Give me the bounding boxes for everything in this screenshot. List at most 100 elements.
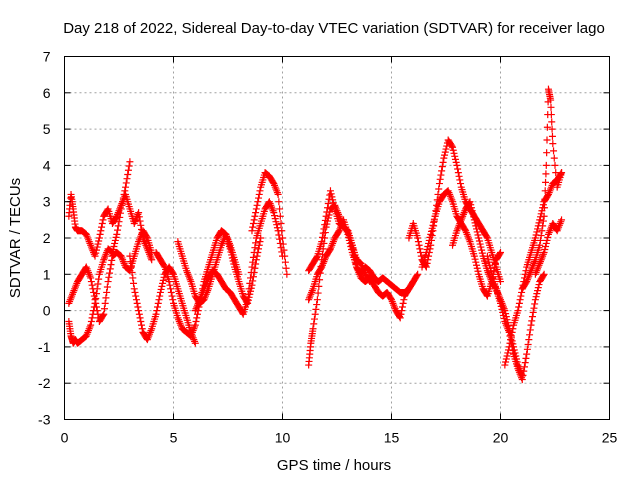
data-point bbox=[98, 219, 106, 227]
data-point bbox=[193, 314, 201, 322]
data-point bbox=[250, 216, 258, 224]
data-point bbox=[256, 238, 264, 246]
data-point bbox=[539, 217, 547, 225]
data-point bbox=[135, 307, 143, 315]
data-point bbox=[313, 253, 321, 261]
data-point bbox=[441, 151, 449, 159]
data-point bbox=[453, 161, 461, 169]
data-point bbox=[534, 225, 542, 233]
data-point bbox=[253, 201, 261, 209]
data-point bbox=[129, 274, 137, 282]
data-point bbox=[536, 216, 544, 224]
series-trace-d bbox=[126, 252, 199, 347]
data-point bbox=[95, 275, 103, 283]
data-point bbox=[483, 233, 491, 241]
data-point bbox=[429, 221, 437, 229]
data-point bbox=[126, 158, 134, 166]
data-point bbox=[547, 111, 555, 119]
data-point bbox=[531, 300, 539, 308]
data-point bbox=[270, 209, 278, 217]
y-tick-label: 1 bbox=[43, 266, 51, 282]
data-point bbox=[435, 180, 443, 188]
data-point bbox=[518, 288, 526, 296]
data-point bbox=[271, 212, 279, 220]
data-point bbox=[105, 273, 113, 281]
data-point bbox=[541, 245, 549, 253]
y-tick-label: -3 bbox=[38, 412, 51, 428]
data-point bbox=[156, 292, 164, 300]
data-point bbox=[250, 249, 258, 257]
data-point bbox=[119, 194, 127, 202]
data-point bbox=[128, 268, 136, 276]
data-point bbox=[87, 317, 95, 325]
data-point bbox=[456, 176, 464, 184]
data-point bbox=[348, 245, 356, 253]
series-trace-c bbox=[65, 227, 156, 325]
data-point bbox=[448, 142, 456, 150]
chart-title: Day 218 of 2022, Sidereal Day-to-day VTE… bbox=[63, 20, 605, 37]
data-point bbox=[414, 234, 422, 242]
data-point bbox=[88, 314, 96, 322]
data-point bbox=[103, 206, 111, 214]
data-point bbox=[131, 288, 139, 296]
data-point bbox=[497, 299, 504, 307]
series-trace-o bbox=[483, 252, 548, 384]
data-point bbox=[143, 233, 151, 241]
data-point bbox=[509, 347, 517, 355]
data-point bbox=[169, 296, 177, 304]
data-point bbox=[344, 230, 352, 238]
data-point bbox=[106, 269, 114, 277]
data-point bbox=[476, 240, 484, 248]
data-point bbox=[543, 236, 551, 244]
data-point bbox=[475, 234, 483, 242]
data-point bbox=[478, 249, 486, 257]
data-point bbox=[246, 279, 254, 287]
data-point bbox=[503, 352, 511, 360]
data-point bbox=[313, 296, 321, 304]
data-point bbox=[543, 136, 551, 144]
data-point bbox=[273, 224, 281, 232]
data-point bbox=[124, 166, 132, 174]
data-point bbox=[470, 213, 478, 221]
data-point bbox=[135, 310, 143, 318]
data-point bbox=[329, 199, 337, 207]
data-point bbox=[528, 317, 536, 325]
data-point bbox=[551, 161, 559, 169]
data-point bbox=[282, 264, 290, 272]
data-point bbox=[230, 260, 238, 268]
x-tick-label: 10 bbox=[275, 430, 291, 446]
data-point bbox=[504, 349, 512, 357]
data-point bbox=[130, 285, 138, 293]
data-point bbox=[539, 272, 547, 280]
data-point bbox=[399, 299, 407, 307]
data-point bbox=[521, 359, 529, 367]
data-point bbox=[509, 325, 517, 333]
data-point bbox=[87, 278, 95, 286]
data-point bbox=[427, 230, 435, 238]
data-point bbox=[281, 258, 289, 266]
data-point bbox=[543, 149, 551, 157]
data-point bbox=[538, 227, 546, 235]
data-point bbox=[455, 172, 463, 180]
data-point bbox=[497, 278, 504, 286]
data-point bbox=[244, 290, 252, 298]
data-point bbox=[133, 299, 141, 307]
y-tick-label: 3 bbox=[43, 194, 51, 210]
data-point bbox=[117, 205, 125, 213]
data-point bbox=[548, 132, 556, 140]
data-point bbox=[387, 295, 395, 302]
data-point bbox=[154, 299, 162, 307]
data-point bbox=[426, 233, 434, 241]
data-point bbox=[544, 233, 552, 241]
data-point bbox=[542, 178, 550, 186]
y-tick-labels: -3 -2 -1 0 1 2 3 4 5 6 7 bbox=[38, 49, 51, 428]
data-point bbox=[95, 237, 103, 245]
data-point bbox=[247, 268, 255, 276]
series-trace-h bbox=[248, 169, 291, 278]
data-point bbox=[310, 320, 318, 328]
data-point bbox=[471, 255, 479, 263]
data-point bbox=[547, 103, 555, 111]
y-axis-label: SDTVAR / TECUs bbox=[7, 178, 24, 298]
data-point bbox=[397, 310, 405, 318]
